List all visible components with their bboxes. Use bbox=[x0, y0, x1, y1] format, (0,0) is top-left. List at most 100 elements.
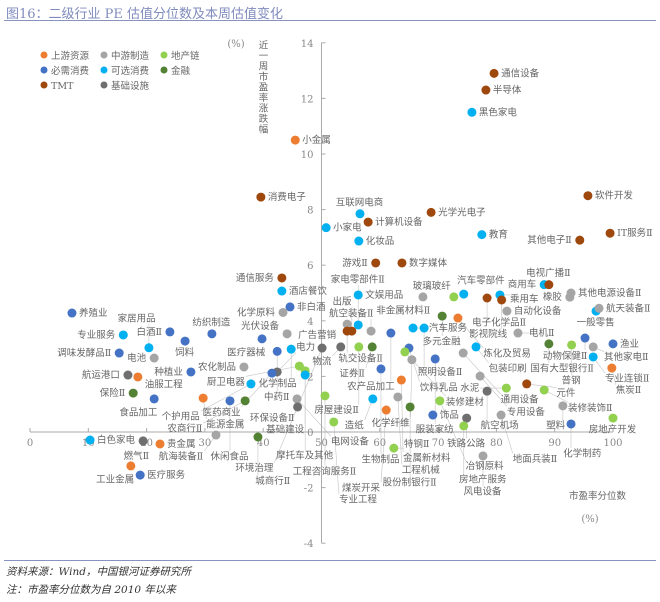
legend-label: 可选消费 bbox=[111, 65, 149, 77]
data-point bbox=[381, 405, 391, 415]
data-label: 照明设备Ⅱ bbox=[418, 366, 462, 378]
data-label: 纺织制造 bbox=[192, 316, 231, 328]
data-point bbox=[85, 435, 95, 445]
data-point bbox=[459, 421, 469, 431]
x-tick-label: 30 bbox=[199, 438, 212, 449]
data-point bbox=[282, 329, 292, 339]
data-point bbox=[293, 402, 303, 412]
data-label: 电视广播Ⅱ bbox=[526, 267, 570, 279]
figure-title: 图16：二级行业 PE 估值分位数及本周估值变化 bbox=[6, 7, 284, 22]
data-point bbox=[138, 436, 148, 446]
data-point bbox=[256, 192, 266, 202]
data-label: 家居用品 bbox=[118, 312, 156, 324]
data-point bbox=[594, 303, 604, 313]
data-point bbox=[253, 432, 263, 442]
leader-line bbox=[276, 352, 297, 373]
data-point bbox=[405, 402, 415, 412]
data-label: 燃气Ⅱ bbox=[124, 450, 149, 462]
data-point bbox=[114, 348, 124, 358]
data-label: 轨交设备Ⅱ bbox=[338, 352, 382, 364]
data-label: 电网设备 bbox=[331, 436, 370, 448]
y-tick-label: 12 bbox=[301, 94, 314, 105]
data-point bbox=[67, 308, 77, 318]
legend-label: TMT bbox=[51, 81, 74, 92]
data-point bbox=[544, 339, 554, 349]
data-label: 物流 bbox=[312, 355, 332, 367]
data-label: 小家电 bbox=[333, 222, 362, 234]
data-point bbox=[567, 340, 577, 350]
data-label: 基础建设 bbox=[266, 423, 305, 435]
legend-marker bbox=[40, 81, 48, 89]
data-point bbox=[211, 430, 221, 440]
data-point bbox=[459, 289, 469, 299]
data-point bbox=[400, 347, 410, 357]
x-tick-label: 40 bbox=[257, 438, 270, 449]
title-divider bbox=[4, 20, 656, 21]
x-tick-label: 100 bbox=[603, 438, 622, 449]
data-label: 能源金属 bbox=[206, 418, 244, 430]
data-point bbox=[608, 413, 618, 423]
data-label: 动物保健Ⅱ bbox=[543, 350, 587, 362]
data-point bbox=[376, 364, 386, 374]
y-tick-label: 2 bbox=[307, 372, 313, 383]
data-point bbox=[408, 323, 418, 333]
x-tick-label: 70 bbox=[432, 438, 445, 449]
data-point bbox=[389, 443, 399, 453]
data-label: 汽车服务 bbox=[429, 322, 468, 334]
data-label: 食品加工 bbox=[119, 406, 158, 418]
data-label: 农商行Ⅱ bbox=[167, 423, 202, 435]
leader-line bbox=[500, 414, 513, 454]
data-label: 生物制品 bbox=[361, 453, 399, 465]
data-point bbox=[225, 396, 235, 406]
data-point bbox=[347, 326, 357, 336]
data-label: 普钢 bbox=[562, 374, 581, 386]
data-point bbox=[449, 292, 459, 302]
data-label: 互联网电商 bbox=[336, 196, 384, 208]
scatter-chart: 0102030405060708090100-4-202468101214(%)… bbox=[27, 39, 653, 550]
data-point bbox=[386, 328, 396, 338]
data-point bbox=[363, 217, 373, 227]
data-point bbox=[123, 370, 133, 380]
data-label: 半导体 bbox=[493, 84, 522, 96]
data-label: 养殖业 bbox=[79, 307, 108, 319]
x-tick-label: 50 bbox=[315, 438, 328, 449]
data-label: 数字媒体 bbox=[409, 257, 448, 269]
data-point bbox=[207, 329, 217, 339]
data-point bbox=[342, 319, 352, 329]
data-label: 家电零部件Ⅱ bbox=[331, 273, 385, 285]
y-axis-title: 近一周市盈率涨跌幅 bbox=[257, 39, 269, 134]
legend-label: 基础设施 bbox=[111, 80, 150, 92]
data-point bbox=[133, 372, 143, 382]
data-label: 贵金属 bbox=[167, 438, 196, 450]
data-label: 光学光电子 bbox=[438, 206, 486, 218]
y-tick-label: 8 bbox=[307, 206, 313, 217]
data-point bbox=[336, 342, 346, 352]
data-point bbox=[419, 323, 429, 333]
data-label: 农化制品 bbox=[198, 361, 236, 373]
data-label: 其他电子Ⅱ bbox=[527, 234, 571, 246]
data-label: 房地产服务 bbox=[459, 473, 507, 485]
data-label: 环保设备Ⅱ bbox=[250, 412, 294, 424]
data-label: 非金属材料Ⅱ bbox=[376, 304, 430, 316]
data-label: 化学原料 bbox=[237, 306, 276, 318]
data-point bbox=[317, 343, 327, 353]
data-label: 航空机场 bbox=[481, 419, 519, 431]
y-tick-label: 6 bbox=[307, 261, 313, 272]
data-label: 橡胶 bbox=[543, 291, 563, 303]
data-label: 装修建材 bbox=[446, 396, 485, 408]
data-label: 多元金融 bbox=[423, 336, 462, 348]
x-tick-label: 0 bbox=[27, 438, 33, 449]
data-point bbox=[126, 461, 136, 471]
data-point bbox=[588, 342, 598, 352]
data-point bbox=[481, 85, 491, 95]
source-note: 资料来源：Wind，中国银河证券研究所 bbox=[6, 566, 191, 578]
legend-label: 必需消费 bbox=[51, 65, 89, 77]
data-point bbox=[607, 363, 617, 373]
data-point bbox=[272, 346, 282, 356]
data-label: 国有大型银行Ⅱ bbox=[530, 363, 593, 375]
data-label: 冶钢原料 bbox=[466, 460, 505, 472]
data-label: 厨卫电器 bbox=[207, 376, 246, 388]
leader-line bbox=[397, 396, 403, 465]
data-point bbox=[478, 451, 488, 461]
legend-marker bbox=[40, 66, 48, 74]
